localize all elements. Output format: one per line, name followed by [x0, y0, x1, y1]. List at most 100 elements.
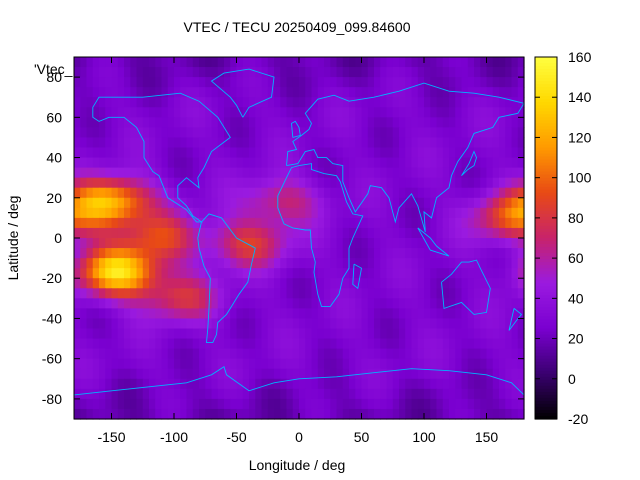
heatmap-cell-725 — [105, 157, 113, 169]
heatmap-cell-2475 — [242, 398, 250, 410]
heatmap-cell-659 — [142, 147, 150, 159]
heatmap-cell-2582 — [461, 408, 469, 420]
heatmap-cell-122 — [386, 67, 394, 78]
heatmap-cell-1635 — [392, 278, 400, 289]
heatmap-cell-2362 — [436, 378, 444, 390]
heatmap-cell-69 — [505, 57, 513, 68]
heatmap-cell-2175 — [167, 358, 175, 370]
heatmap-cell-1296 — [74, 238, 81, 249]
heatmap-cell-1410 — [336, 248, 344, 259]
heatmap-cell-1959 — [167, 328, 175, 340]
colorbar-strip — [535, 271, 557, 275]
heatmap-cell-1414 — [361, 248, 369, 259]
heatmap-cell-1313 — [180, 238, 188, 249]
heatmap-cell-1177 — [230, 217, 238, 229]
heatmap-cell-295 — [117, 97, 125, 108]
heatmap-cell-1113 — [280, 207, 288, 219]
heatmap-cell-1804 — [99, 308, 106, 320]
heatmap-cell-1910 — [311, 318, 319, 330]
heatmap-cell-2111 — [217, 348, 225, 360]
heatmap-cell-2135 — [367, 348, 375, 360]
colorbar-tick-label: 80 — [568, 210, 584, 226]
heatmap-cell-1534 — [211, 268, 219, 279]
heatmap-cell-681 — [280, 147, 288, 159]
y-tick-label: -40 — [42, 310, 62, 326]
heatmap-cell-396 — [299, 107, 306, 118]
colorbar-strip — [535, 334, 557, 339]
heatmap-cell-2087 — [517, 338, 525, 350]
heatmap-cell-1729 — [80, 298, 88, 309]
heatmap-cell-1105 — [230, 207, 238, 219]
heatmap-cell-497 — [480, 117, 488, 128]
heatmap-cell-934 — [511, 177, 519, 189]
heatmap-cell-1063 — [417, 197, 425, 209]
heatmap-cell-2120 — [274, 348, 281, 360]
heatmap-cell-2509 — [455, 398, 463, 410]
heatmap-cell-593 — [180, 137, 188, 149]
heatmap-cell-1175 — [217, 217, 225, 229]
heatmap-cell-1087 — [117, 207, 125, 219]
colorbar-strip — [535, 153, 557, 158]
heatmap-cell-1498 — [436, 258, 444, 269]
heatmap-cell-2167 — [117, 358, 125, 370]
heatmap-cell-185 — [330, 77, 338, 88]
heatmap-cell-1892 — [199, 318, 206, 330]
heatmap-cell-2295 — [467, 368, 475, 380]
heatmap-cell-2460 — [149, 398, 156, 410]
heatmap-cell-2187 — [242, 358, 250, 370]
heatmap-cell-1273 — [380, 227, 388, 239]
heatmap-cell-963 — [242, 187, 250, 199]
heatmap-cell-898 — [286, 177, 294, 189]
heatmap-cell-769 — [380, 157, 388, 169]
heatmap-cell-1451 — [142, 258, 150, 269]
heatmap-cell-1556 — [349, 268, 356, 279]
heatmap-cell-1699 — [342, 288, 350, 299]
heatmap-cell-1852 — [399, 308, 406, 320]
heatmap-cell-89 — [180, 67, 188, 78]
heatmap-cell-1640 — [424, 278, 431, 289]
heatmap-cell-1347 — [392, 238, 400, 249]
heatmap-cell-514 — [136, 127, 144, 139]
heatmap-cell-958 — [211, 187, 219, 199]
heatmap-cell-170 — [236, 77, 244, 88]
heatmap-cell-628 — [399, 137, 406, 149]
coastline-overlay — [73, 68, 525, 396]
heatmap-cell-1625 — [330, 278, 338, 289]
heatmap-cell-2507 — [442, 398, 450, 410]
heatmap-cell-384 — [224, 107, 231, 118]
heatmap-cell-2128 — [324, 348, 331, 360]
heatmap-cell-334 — [361, 97, 369, 108]
heatmap-cell-374 — [161, 107, 169, 118]
heatmap-cell-124 — [399, 67, 406, 78]
heatmap-cell-1406 — [311, 248, 319, 259]
heatmap-cell-1540 — [249, 268, 256, 279]
heatmap-cell-1522 — [136, 268, 144, 279]
heatmap-cell-1222 — [511, 217, 519, 229]
heatmap-cell-1239 — [167, 227, 175, 239]
heatmap-cell-613 — [305, 137, 313, 149]
heatmap-cell-2269 — [305, 368, 313, 380]
heatmap-cell-2307 — [92, 378, 100, 390]
heatmap-cell-1593 — [130, 278, 138, 289]
heatmap-cell-192 — [374, 77, 381, 88]
heatmap-cell-408 — [374, 107, 381, 118]
heatmap-cell-370 — [136, 107, 144, 118]
heatmap-cell-2502 — [411, 398, 419, 410]
heatmap-cell-1869 — [505, 308, 513, 320]
heatmap-cell-1379 — [142, 248, 150, 259]
heatmap-cell-339 — [392, 97, 400, 108]
colorbar-strip — [535, 120, 557, 124]
heatmap-cell-1707 — [392, 288, 400, 299]
heatmap-cell-1082 — [86, 207, 94, 219]
colorbar-strip — [535, 192, 557, 197]
heatmap-cell-406 — [361, 107, 369, 118]
heatmap-cell-1473 — [280, 258, 288, 269]
colorbar-strip — [535, 397, 557, 402]
heatmap-cell-182 — [311, 77, 319, 88]
heatmap-cell-2012 — [499, 328, 506, 340]
heatmap-cell-371 — [142, 107, 150, 118]
heatmap-cell-588 — [149, 137, 156, 149]
heatmap-cell-131 — [442, 67, 450, 78]
heatmap-cell-777 — [430, 157, 438, 169]
